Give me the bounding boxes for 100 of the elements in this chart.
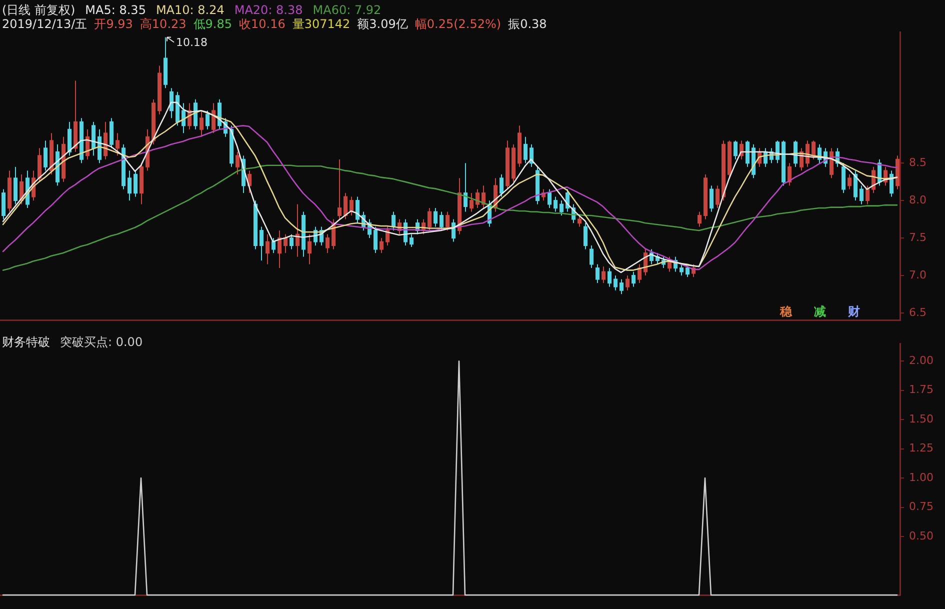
candlestick [686,266,690,278]
candlestick [326,234,330,254]
candlestick [206,110,210,130]
candlestick [626,274,630,291]
candlestick [506,140,510,190]
candlestick [236,151,240,175]
candlestick [110,118,114,149]
candlestick [176,91,180,126]
candlestick [230,125,234,168]
candlestick [848,174,852,190]
candlestick [116,132,120,156]
candlestick [680,264,684,276]
candlestick [710,185,714,212]
y-tick-label: 0.75 [909,500,934,514]
y-tick-label: 7.0 [909,268,926,282]
candlestick [152,98,156,145]
candlestick [272,238,276,254]
candlestick [386,226,390,246]
candlestick [182,102,186,134]
candlestick [212,102,216,134]
candlestick [446,211,450,232]
candlestick [170,88,174,119]
candlestick [602,266,606,284]
candlestick [38,148,42,182]
candlestick [584,222,588,250]
candlestick [476,188,480,209]
candlestick [524,136,528,164]
candlestick [392,211,396,232]
candlestick [470,192,474,212]
candlestick [374,226,378,254]
candlestick [338,158,342,220]
candlestick [722,140,726,202]
candlestick [560,200,564,216]
candlestick [608,267,612,288]
candlestick [248,170,252,194]
candlestick [68,121,72,156]
y-tick-label: 1.75 [909,383,934,396]
candlestick [128,170,132,202]
candlestick [200,110,204,138]
text: MA10: 8.24 [156,3,224,18]
candlestick [2,188,6,220]
candlestick [896,155,900,190]
candlestick [92,121,96,156]
candlestick [566,188,570,212]
legend-title: (日线 前复权) [2,3,76,18]
candlestick [590,244,594,268]
text: 稳 减 财 [780,304,860,319]
candlestick [554,196,558,212]
y-tick-label: 1.25 [909,442,934,455]
candlestick [500,174,504,198]
candlestick [890,170,894,198]
candlestick [866,185,870,205]
candlestick [50,132,54,175]
candlestick [464,162,468,212]
candlestick [164,36,168,89]
candlestick [734,140,738,160]
candlestick [8,170,12,212]
candlestick [14,166,18,205]
candlestick [812,140,816,160]
text: 2019/12/13/五 开9.93 高10.23 低9.85 收10.16 量307142 额3.09亿 幅0.25(2.52%) 振0.38 [2,17,547,32]
candlestick [44,140,48,172]
candlestick [62,136,66,182]
text: MA5: 8.35 [85,3,146,18]
candlestick [638,264,642,284]
y-tick-label: 6.5 [909,306,926,319]
candlestick [632,271,636,288]
candlestick [296,204,300,258]
candlestick [434,208,438,228]
candlestick [440,211,444,232]
candlestick [302,211,306,258]
text: MA20: 8.38 [234,3,303,18]
text: MA60: 7.92 [312,3,382,18]
y-tick-label: 2.00 [909,354,934,367]
candlestick [140,162,144,205]
candlestick [410,234,414,248]
candlestick [308,234,312,265]
candlestick [536,166,540,205]
candlestick [704,174,708,220]
candlestick [518,125,522,168]
candlestick [578,215,582,228]
annotation: 10.18 [176,36,208,50]
y-tick-label: 1.00 [909,470,934,484]
candlestick [716,185,720,209]
y-tick-label: 8.5 [909,156,926,169]
candlestick [284,234,288,254]
candlestick [74,80,78,152]
candlestick [254,200,258,250]
candlestick [278,230,282,268]
candlestick [260,226,264,261]
candlestick [746,140,750,168]
candlestick [104,121,108,160]
candlestick [860,185,864,205]
text: 突破买点: 0.00 [60,335,143,350]
candlestick [290,234,294,250]
candlestick [854,170,858,202]
candlestick [698,211,702,228]
y-tick-label: 0.50 [909,529,934,542]
candlestick [596,264,600,284]
candlestick [356,196,360,224]
y-tick-label: 1.50 [909,412,934,426]
